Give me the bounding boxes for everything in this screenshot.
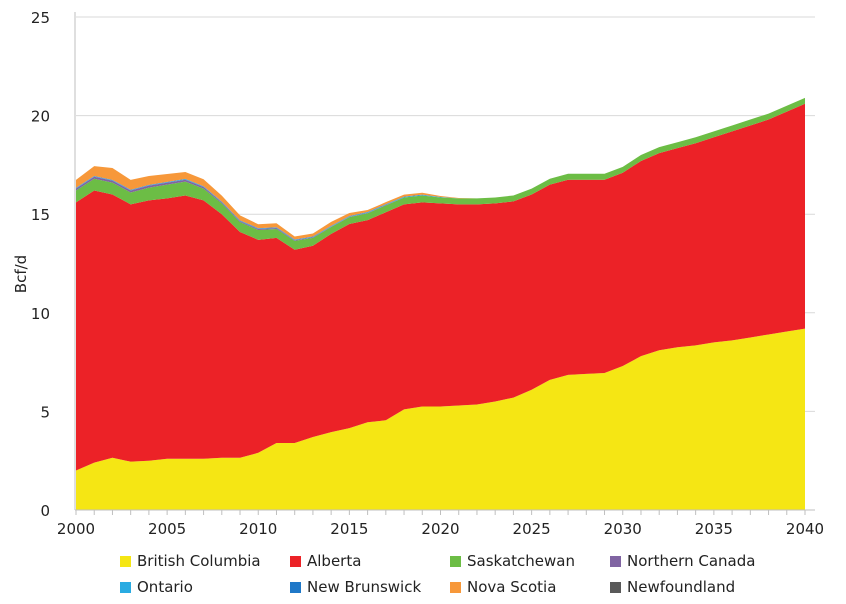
legend-label: Ontario	[137, 578, 193, 596]
legend-item: Ontario	[120, 578, 290, 596]
y-tick-label: 0	[40, 502, 50, 520]
x-tick-label: 2040	[786, 520, 824, 538]
y-tick-label: 25	[31, 9, 50, 27]
y-tick-label: 15	[31, 206, 50, 224]
area-alberta	[76, 103, 805, 471]
legend-item: Northern Canada	[610, 552, 780, 570]
legend-swatch	[120, 555, 131, 567]
legend-label: New Brunswick	[307, 578, 422, 596]
legend-swatch	[120, 581, 131, 593]
area-british-columbia	[76, 328, 805, 510]
legend-item: British Columbia	[120, 552, 290, 570]
legend-label: Northern Canada	[627, 552, 756, 570]
legend-item: Nova Scotia	[450, 578, 610, 596]
legend-label: Nova Scotia	[467, 578, 557, 596]
legend-swatch	[450, 555, 461, 567]
legend-item: Alberta	[290, 552, 450, 570]
legend-label: Alberta	[307, 552, 362, 570]
x-tick-label: 2015	[330, 520, 368, 538]
x-tick-label: 2000	[57, 520, 95, 538]
legend-label: British Columbia	[137, 552, 261, 570]
x-tick-label: 2025	[513, 520, 551, 538]
legend-item: Saskatchewan	[450, 552, 610, 570]
legend-item: Newfoundland	[610, 578, 780, 596]
legend-swatch	[290, 581, 301, 593]
y-tick-label: 20	[31, 108, 50, 126]
legend-swatch	[290, 555, 301, 567]
y-tick-label: 5	[40, 403, 50, 421]
x-tick-label: 2005	[148, 520, 186, 538]
x-tick-label: 2010	[239, 520, 277, 538]
legend-swatch	[610, 581, 621, 593]
y-tick-label: 10	[31, 305, 50, 323]
legend-label: Saskatchewan	[467, 552, 575, 570]
y-axis-label: Bcf/d	[12, 254, 31, 294]
x-tick-label: 2035	[695, 520, 733, 538]
legend: British Columbia Alberta Saskatchewan North…	[120, 552, 820, 596]
x-tick-label: 2030	[604, 520, 642, 538]
legend-swatch	[450, 581, 461, 593]
legend-swatch	[610, 555, 621, 567]
legend-label: Newfoundland	[627, 578, 736, 596]
legend-item: New Brunswick	[290, 578, 450, 596]
x-tick-label: 2020	[421, 520, 459, 538]
